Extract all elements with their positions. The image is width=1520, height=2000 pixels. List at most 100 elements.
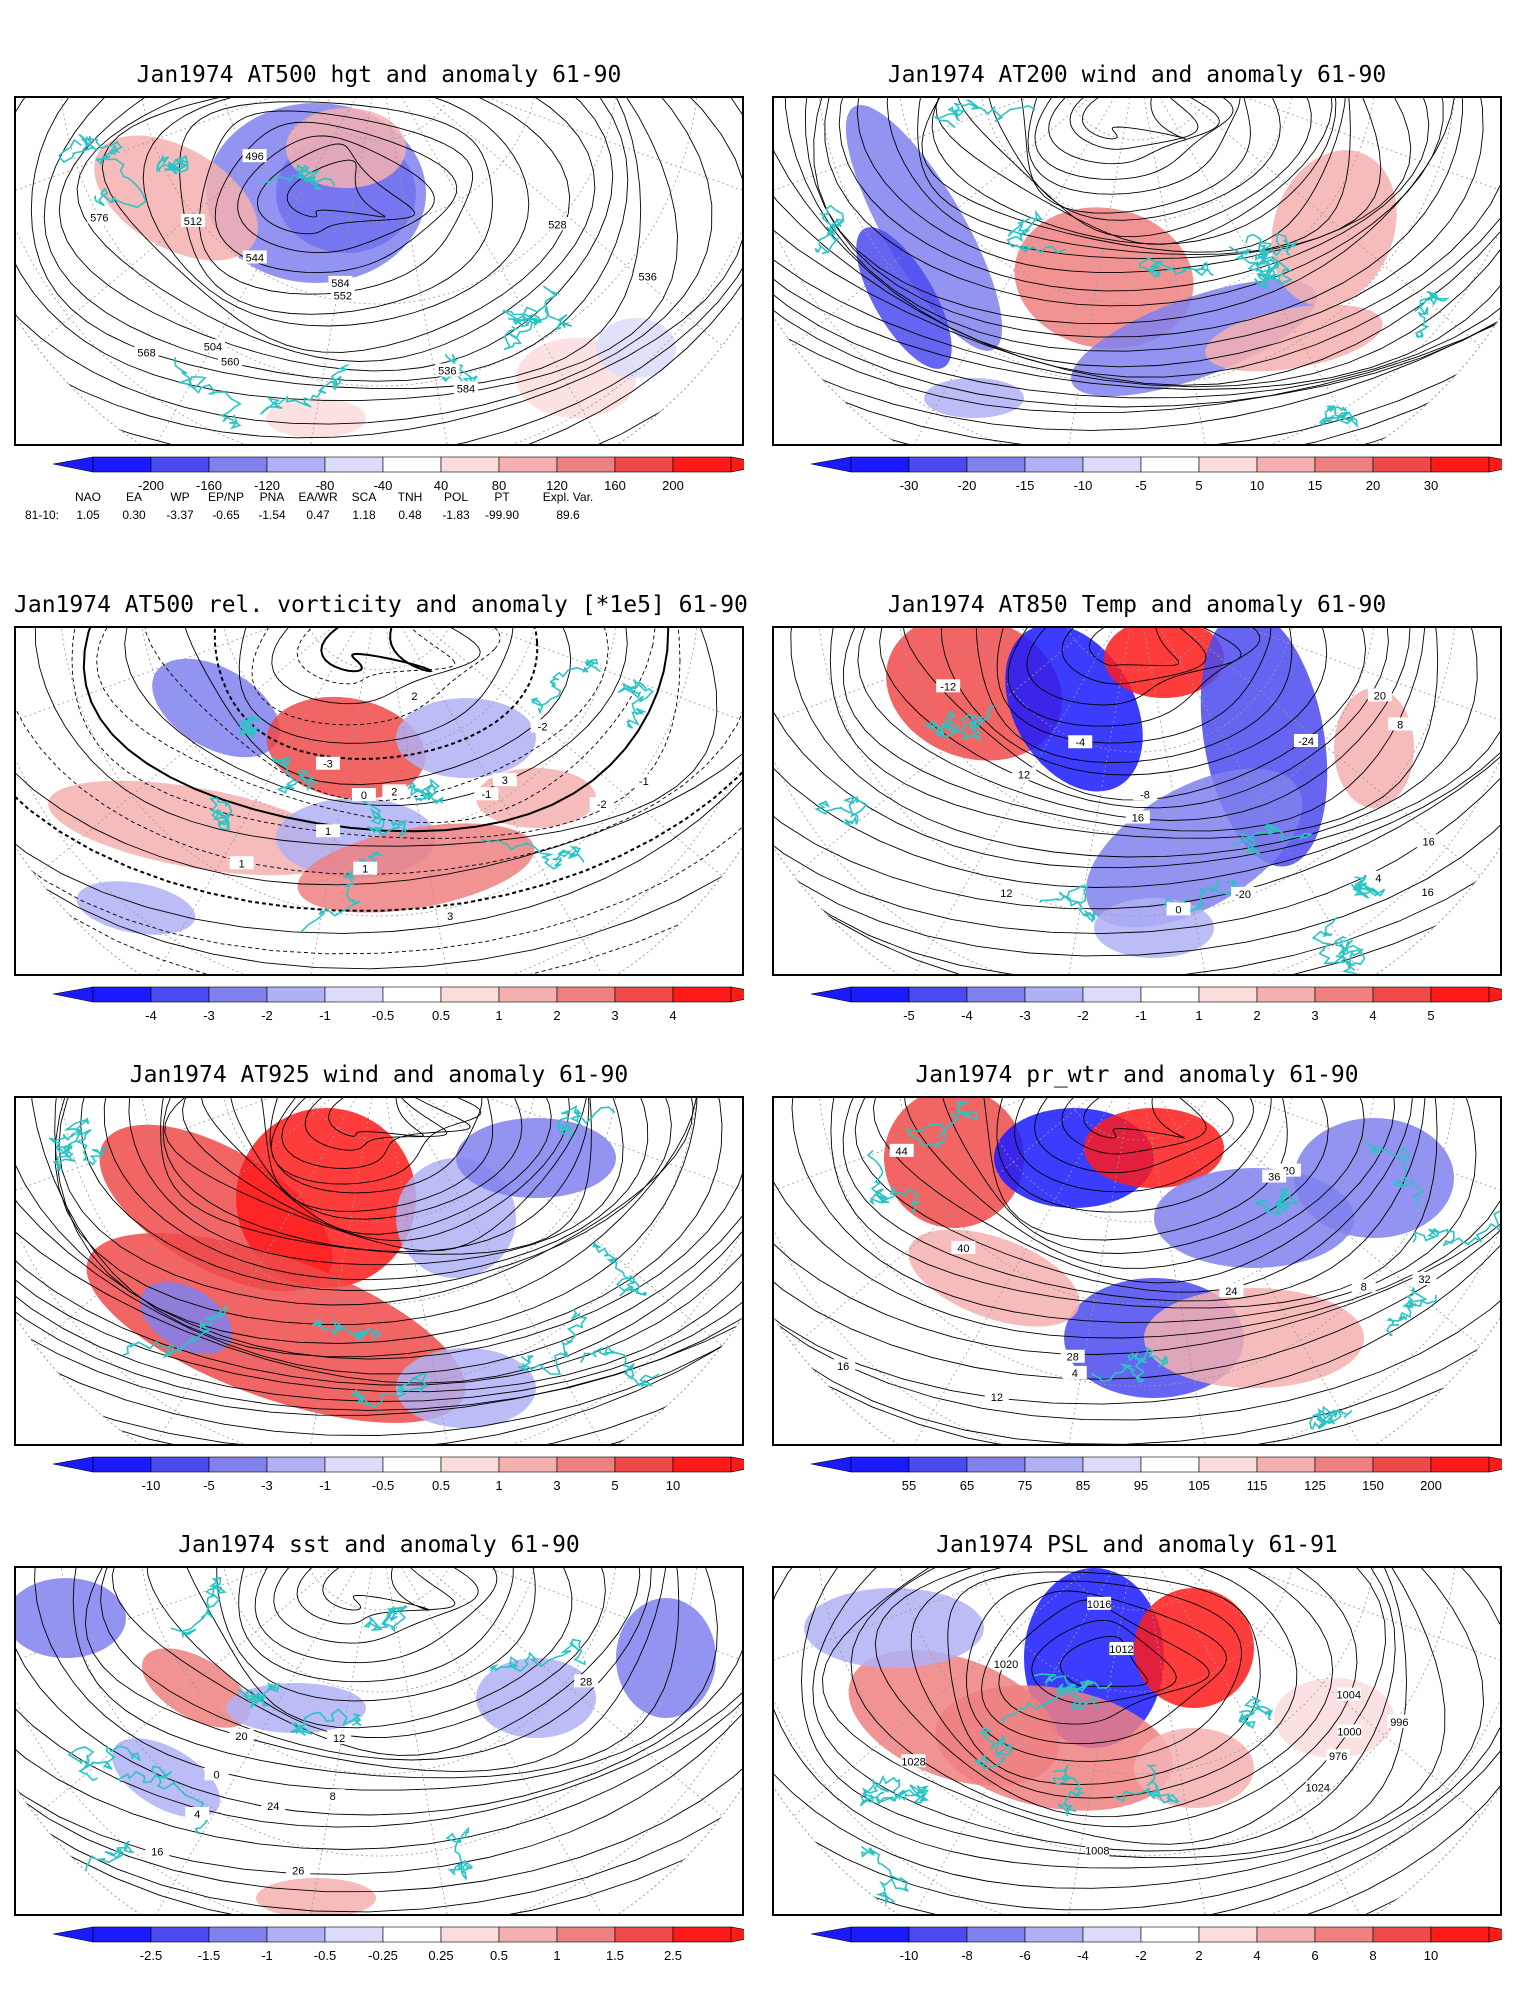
contour-line — [791, 1098, 1477, 1323]
positive-anomaly-area — [1134, 1588, 1254, 1708]
positive-anomaly-area — [908, 1229, 1080, 1327]
colorbar-tick-label: 200 — [662, 478, 684, 493]
colorbar-tick-label: 65 — [959, 1478, 975, 1493]
streamline — [774, 98, 1500, 444]
contour-line — [296, 1568, 456, 1625]
coastline — [209, 797, 233, 831]
contour-line — [72, 1568, 680, 1779]
colorbar-tick-label: 85 — [1075, 1478, 1091, 1493]
contour-label: 1 — [239, 858, 245, 870]
colorbar-tick-label: -0.5 — [313, 1948, 337, 1963]
index-value: 89.6 — [556, 508, 580, 522]
panel-title: Jan1974 AT500 hgt and anomaly 61-90 — [136, 62, 622, 88]
streamline — [16, 1098, 742, 1393]
colorbar-tick-label: -3 — [203, 1008, 215, 1023]
coastline — [617, 678, 654, 729]
contour-label: 16 — [1132, 813, 1144, 825]
positive-anomaly-area — [1334, 688, 1414, 808]
contour-line — [872, 1098, 1396, 1284]
map-svg: -2 3 2 1 -1 0 -2 1 -3 3 2 -1 1 — [16, 628, 742, 974]
streamline — [921, 98, 1347, 253]
contour-line — [774, 1098, 1500, 1405]
contour-label: 528 — [548, 219, 566, 231]
streamline — [16, 1098, 742, 1360]
coastline — [67, 1744, 142, 1782]
contour-label: 2 — [411, 691, 417, 703]
contour-line — [774, 1568, 1500, 1914]
streamline — [917, 98, 1351, 256]
coastline — [236, 1682, 280, 1709]
coastline — [1052, 1764, 1084, 1816]
map-panel: Jan1974 AT500 hgt and anomaly 61-90 584 49… — [14, 58, 772, 508]
contour-label: 12 — [333, 1733, 345, 1745]
colorbar-tick-label: 0.25 — [428, 1948, 454, 1963]
contour-label: 2 — [391, 786, 397, 798]
contour-line — [16, 98, 742, 439]
contour-label: 496 — [245, 151, 263, 163]
contour-label: 16 — [1423, 836, 1435, 848]
negative-anomaly-area — [856, 227, 952, 369]
streamline — [164, 1098, 588, 1252]
contour-label: 3 — [447, 911, 453, 923]
coastline — [924, 709, 983, 742]
colorbar-tick-label: 3 — [553, 1478, 561, 1493]
contour-line — [854, 1098, 1414, 1293]
streamline — [54, 1098, 698, 1325]
contour-line — [16, 628, 742, 934]
coastline — [531, 658, 601, 715]
contour-label: 0 — [1175, 904, 1181, 916]
contour-line — [1026, 628, 1242, 706]
colorbar-tick-label: -8 — [961, 1948, 973, 1963]
contour-label: 28 — [1067, 1352, 1079, 1364]
positive-anomaly-area — [266, 398, 366, 438]
contour-label: 1012 — [1109, 1644, 1133, 1656]
coastline — [502, 285, 560, 328]
positive-anomaly-area — [1144, 1288, 1364, 1388]
streamline — [1069, 98, 1199, 150]
index-header: EA — [125, 490, 142, 504]
contour-line — [774, 628, 1500, 910]
colorbar: 55 65 75 85 95 105 115 125 150 200 — [772, 1456, 1520, 1500]
contour-line — [271, 628, 481, 705]
panel-title: Jan1974 pr_wtr and anomaly 61-90 — [915, 1062, 1359, 1088]
colorbar-tick-label: 4 — [1253, 1948, 1261, 1963]
index-header: TNH — [397, 490, 423, 504]
index-header: EP/NP — [207, 490, 244, 504]
map-svg: 584 496 504 512 528 536 536 544 552 560 568 576 584 — [16, 98, 742, 444]
contour-line — [998, 1599, 1210, 1725]
panel-title: Jan1974 PSL and anomaly 61-91 — [936, 1532, 1338, 1558]
index-value: -99.90 — [484, 508, 520, 522]
negative-anomaly-area — [1094, 898, 1214, 958]
colorbar-tick-label: 8 — [1369, 1948, 1377, 1963]
contour-line — [124, 628, 628, 806]
contour-label: 4 — [194, 1809, 200, 1821]
contour-line — [939, 1098, 1329, 1254]
contour-line — [43, 98, 629, 382]
negative-anomaly-area — [76, 881, 196, 935]
contour-line — [179, 101, 493, 315]
contour-line — [910, 1568, 1298, 1799]
panel-title: Jan1974 AT925 wind and anomaly 61-90 — [129, 1062, 629, 1088]
negative-anomaly-area — [1071, 279, 1317, 397]
colorbar-tick-label: -1.5 — [197, 1948, 221, 1963]
contour-label: 560 — [221, 357, 239, 369]
contour-line — [296, 628, 456, 685]
map-panel: Jan1974 AT850 Temp and anomaly 61-90 16 -2… — [772, 588, 1520, 1038]
colorbar-tick-label: 10 — [1249, 478, 1265, 493]
colorbar-tick-label: 15 — [1307, 478, 1323, 493]
streamline — [804, 98, 1464, 338]
streamline — [16, 1098, 742, 1416]
streamline — [103, 1098, 649, 1281]
coastline — [58, 133, 123, 163]
negative-anomaly-area — [476, 1658, 596, 1738]
coastline — [311, 1318, 382, 1341]
colorbar-svg — [52, 1456, 772, 1473]
contour-line — [238, 1568, 514, 1683]
contour-line — [801, 1568, 1407, 1859]
contour-line — [980, 1098, 1288, 1241]
contour-line — [874, 1568, 1334, 1818]
contour-line — [774, 628, 1500, 888]
negative-anomaly-area — [596, 318, 676, 378]
contour-line — [774, 1568, 1500, 1914]
colorbar-tick-label: 4 — [669, 1008, 677, 1023]
